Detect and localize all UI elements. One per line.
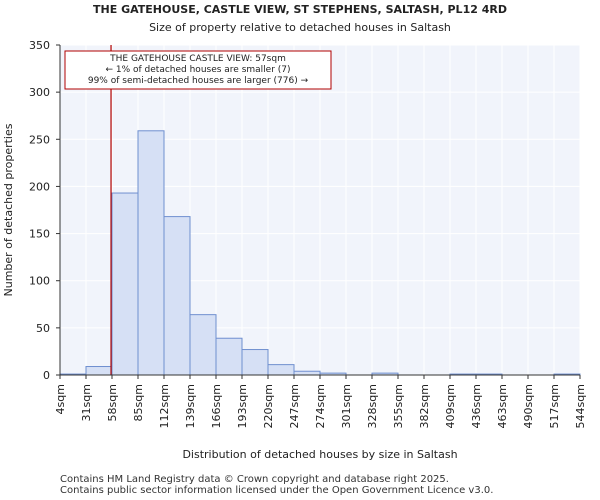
x-tick-label-3: 85sqm [132,384,145,421]
y-tick-label-5: 250 [29,133,50,146]
bar-220sqm [267,364,295,376]
chart-title: THE GATEHOUSE, CASTLE VIEW, ST STEPHENS,… [93,3,507,16]
bar-112sqm [163,216,191,376]
y-axis-label: Number of detached properties [2,123,15,296]
x-tick-label-20: 544sqm [574,384,587,428]
annotation-line-2: ← 1% of detached houses are smaller (7) [105,65,290,75]
annotation: THE GATEHOUSE CASTLE VIEW: 57sqm ← 1% of… [64,50,332,90]
x-tick-label-9: 247sqm [288,384,301,428]
x-tick-label-4: 112sqm [158,384,171,428]
y-tick-label-3: 150 [29,228,50,241]
bar-193sqm [241,349,269,376]
annotation-box [64,50,332,90]
x-tick-label-13: 355sqm [392,384,405,428]
bar-85sqm [137,130,165,376]
x-tick-label-5: 139sqm [184,384,197,428]
y-tick-label-7: 350 [29,39,50,52]
y-tick-labels: 0 50 100 150 200 250 300 350 [29,39,50,382]
x-tick-label-1: 31sqm [80,384,93,421]
y-tick-label-2: 100 [29,275,50,288]
bar-58sqm [111,192,139,376]
x-tick-label-11: 301sqm [340,384,353,428]
x-tick-label-14: 382sqm [418,384,431,428]
bar-139sqm [189,314,217,376]
x-tick-label-6: 166sqm [210,384,223,428]
annotation-line-1: THE GATEHOUSE CASTLE VIEW: 57sqm [109,54,286,64]
bar-31sqm [85,366,113,376]
annotation-line-3: 99% of semi-detached houses are larger (… [88,76,309,86]
footer-line-1: Contains HM Land Registry data © Crown c… [60,474,449,485]
x-tick-label-18: 490sqm [522,384,535,428]
x-tick-label-16: 436sqm [470,384,483,428]
x-tick-label-10: 274sqm [314,384,327,428]
y-tick-label-6: 300 [29,86,50,99]
x-tick-labels: 4sqm 31sqm 58sqm 85sqm 112sqm 139sqm 166sqm 193… [54,384,587,428]
x-axis-label: Distribution of detached houses by size … [182,448,457,461]
x-tick-label-0: 4sqm [54,384,67,414]
x-tick-label-7: 193sqm [236,384,249,428]
axes-layer [56,44,581,379]
y-tick-label-1: 50 [36,322,50,335]
x-tick-label-8: 220sqm [262,384,275,428]
y-tick-label-4: 200 [29,180,50,193]
x-tick-label-19: 517sqm [548,384,561,428]
x-tick-label-12: 328sqm [366,384,379,428]
x-tick-label-15: 409sqm [444,384,457,428]
bars-layer [59,130,581,376]
bar-166sqm [215,337,243,376]
x-tick-label-2: 58sqm [106,384,119,421]
x-tick-label-17: 463sqm [496,384,509,428]
y-tick-label-0: 0 [43,369,50,382]
footer-line-2: Contains public sector information licen… [60,485,494,496]
chart-subtitle: Size of property relative to detached ho… [149,21,451,34]
bar-247sqm [293,370,321,376]
